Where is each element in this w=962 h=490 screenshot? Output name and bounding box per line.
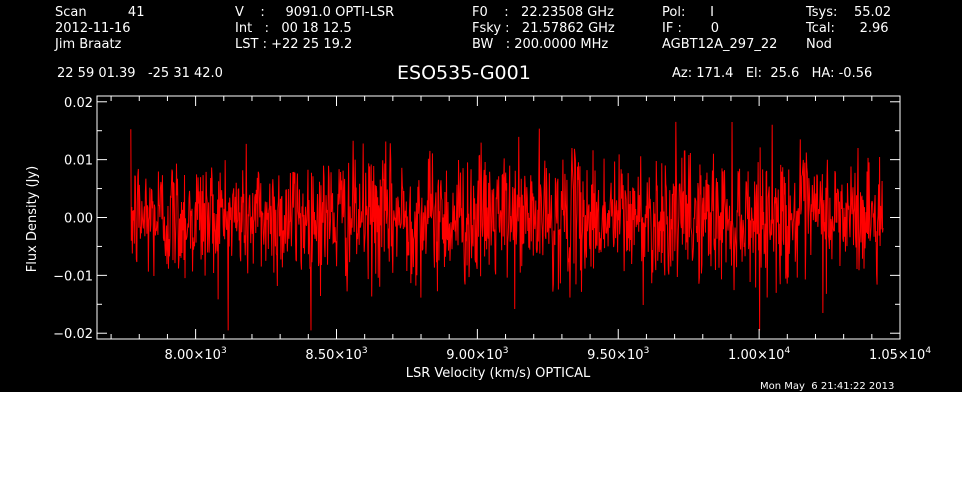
y-tick-label: 0.02 — [64, 96, 93, 111]
header-tsys: Tsys: 55.02 — [806, 5, 892, 20]
header-bandwidth: BW : 200.0000 MHz — [472, 37, 609, 52]
header-polarization: Pol: I — [662, 5, 714, 20]
plot-timestamp: Mon May 6 21:41:22 2013 — [760, 381, 895, 392]
header-observer: Jim Braatz — [55, 37, 122, 52]
header-date: 2012-11-16 — [55, 21, 131, 36]
header-tcal: Tcal: 2.96 — [806, 21, 889, 36]
plot-panel: Scan 41 2012-11-16 Jim Braatz V : 9091.0… — [0, 0, 962, 392]
y-axis-label: Flux Density (Jy) — [25, 166, 40, 272]
x-tick-label: 1.00×104 — [728, 346, 790, 363]
y-tick-label: −0.01 — [53, 269, 93, 284]
header-scan: Scan 41 — [55, 5, 145, 20]
spectrum-chart: 8.00×103 8.50×103 9.00×103 9.50×103 1.00×104… — [25, 95, 931, 381]
header-rest-frequency: F0 : 22.23508 GHz — [472, 5, 614, 20]
header-project: AGBT12A_297_22 — [662, 37, 778, 52]
y-tick-label: −0.02 — [53, 327, 93, 342]
x-tick-label: 8.00×103 — [165, 346, 227, 363]
header-integration: Int : 00 18 12.5 — [235, 21, 352, 36]
x-axis-label: LSR Velocity (km/s) OPTICAL — [406, 366, 591, 381]
y-axis-ticks: −0.02 −0.01 0.00 0.01 0.02 — [53, 96, 900, 342]
pointing-info: Az: 171.4 El: 25.6 HA: -0.56 — [672, 66, 873, 81]
header-velocity: V : 9091.0 OPTI-LSR — [235, 5, 395, 20]
x-tick-label: 1.05×104 — [869, 346, 931, 363]
y-tick-label: 0.01 — [64, 154, 93, 169]
x-axis-ticks: 8.00×103 8.50×103 9.00×103 9.50×103 1.00×104… — [110, 96, 931, 363]
header-if: IF : 0 — [662, 21, 720, 36]
source-name: ESO535-G001 — [397, 62, 531, 84]
source-coordinates: 22 59 01.39 -25 31 42.0 — [57, 66, 223, 81]
x-tick-label: 9.00×103 — [446, 346, 508, 363]
header-sky-frequency: Fsky : 21.57862 GHz — [472, 21, 615, 36]
spectrum-line — [130, 121, 884, 331]
y-tick-label: 0.00 — [64, 212, 93, 227]
x-tick-label: 8.50×103 — [305, 346, 367, 363]
x-tick-label: 9.50×103 — [587, 346, 649, 363]
header-lst: LST : +22 25 19.2 — [235, 37, 353, 52]
header-procedure: Nod — [806, 37, 832, 52]
